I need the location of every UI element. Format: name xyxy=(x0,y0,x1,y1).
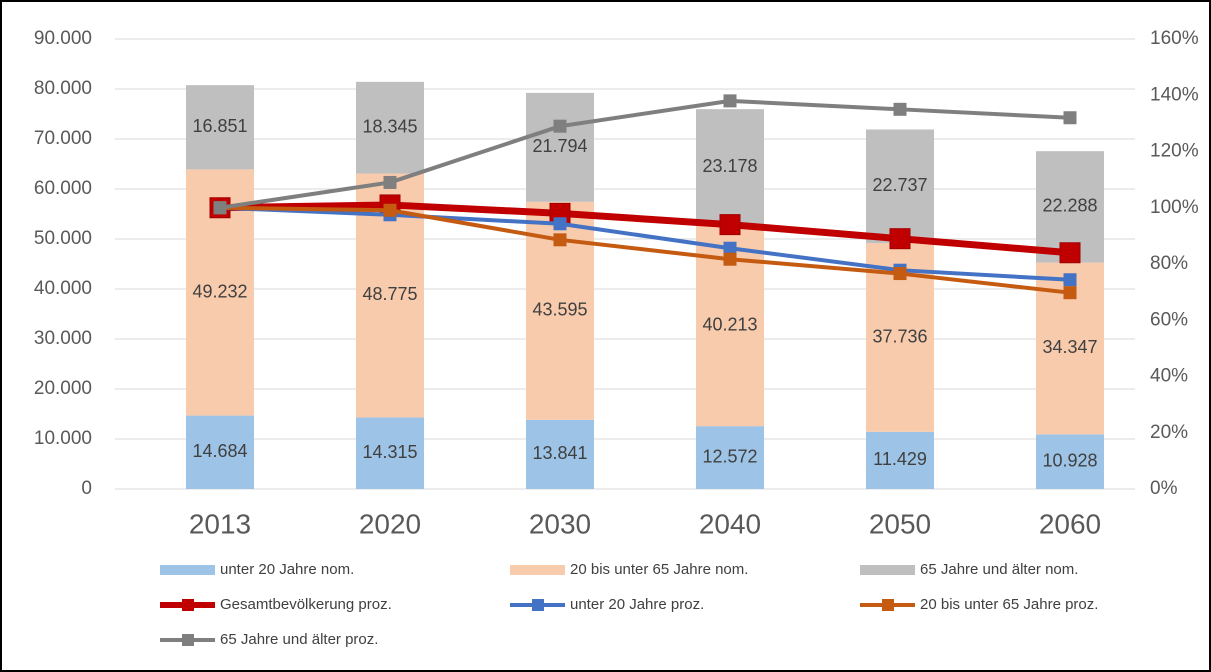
y2-tick-label: 20% xyxy=(1150,422,1188,443)
legend-label: unter 20 Jahre proz. xyxy=(570,596,704,613)
x-tick-label: 2040 xyxy=(699,508,761,539)
y-tick-label: 30.000 xyxy=(34,328,92,349)
y-tick-label: 70.000 xyxy=(34,128,92,149)
legend-label: 20 bis unter 65 Jahre nom. xyxy=(570,561,748,578)
legend-label: 20 bis unter 65 Jahre proz. xyxy=(920,596,1098,613)
line xyxy=(219,205,1071,282)
y-tick-label: 80.000 xyxy=(34,78,92,99)
legend-marker xyxy=(882,599,894,611)
y2-tick-label: 40% xyxy=(1150,366,1188,387)
y2-tick-label: 140% xyxy=(1150,84,1199,105)
bar-segment xyxy=(186,415,254,489)
value-label: 22.288 xyxy=(1042,196,1097,216)
line-marker xyxy=(553,233,567,247)
line-marker xyxy=(553,119,567,133)
legend-swatch xyxy=(510,565,565,575)
line-marker xyxy=(1063,286,1077,300)
value-label: 18.345 xyxy=(362,116,417,136)
y-tick-label: 0 xyxy=(81,478,92,499)
y2-tick-label: 60% xyxy=(1150,309,1188,330)
y-tick-label: 60.000 xyxy=(34,178,92,199)
legend-label: 65 Jahre und älter nom. xyxy=(920,561,1078,578)
x-tick-label: 2020 xyxy=(359,508,421,539)
value-label: 11.429 xyxy=(873,449,927,469)
line-marker xyxy=(213,201,227,215)
value-label: 21.794 xyxy=(532,136,587,156)
value-label: 10.928 xyxy=(1042,450,1097,470)
line xyxy=(219,98,1071,210)
y-tick-label: 90.000 xyxy=(34,28,92,49)
value-label: 34.347 xyxy=(1042,337,1097,357)
value-label: 14.684 xyxy=(192,441,247,461)
value-label: 40.213 xyxy=(702,314,757,334)
legend-marker xyxy=(182,599,194,611)
value-label: 49.232 xyxy=(192,281,247,301)
line-marker xyxy=(893,102,907,116)
y-tick-label: 10.000 xyxy=(34,428,92,449)
bar-segment xyxy=(696,109,764,226)
line-marker xyxy=(553,217,567,231)
y-tick-label: 50.000 xyxy=(34,228,92,249)
bar-segment xyxy=(186,85,254,170)
bar-segment xyxy=(526,419,594,489)
legend-swatch xyxy=(860,565,915,575)
bar-segment xyxy=(866,129,934,244)
line-marker xyxy=(1063,111,1077,125)
line-marker xyxy=(723,94,737,108)
legend-swatch xyxy=(160,565,215,575)
legend-marker xyxy=(182,634,194,646)
bar-segment xyxy=(866,431,934,489)
y2-tick-label: 120% xyxy=(1150,141,1199,162)
value-label: 22.737 xyxy=(872,175,927,195)
value-label: 14.315 xyxy=(362,442,417,462)
legend-marker xyxy=(532,599,544,611)
bar-segment xyxy=(696,426,764,489)
value-label: 48.775 xyxy=(362,284,417,304)
value-label: 16.851 xyxy=(192,116,247,136)
x-tick-label: 2060 xyxy=(1039,508,1101,539)
line-marker xyxy=(723,241,737,255)
line-marker xyxy=(383,175,397,189)
line-marker xyxy=(723,252,737,266)
line-marker xyxy=(719,214,741,236)
line-marker xyxy=(1063,273,1077,287)
line-marker xyxy=(889,228,911,250)
line-marker xyxy=(893,267,907,281)
bar-segment xyxy=(1036,434,1104,489)
x-tick-label: 2030 xyxy=(529,508,591,539)
y2-tick-label: 100% xyxy=(1150,197,1199,218)
line xyxy=(219,205,1071,295)
y-tick-label: 40.000 xyxy=(34,278,92,299)
legend-label: Gesamtbevölkerung proz. xyxy=(220,596,392,613)
y2-tick-label: 80% xyxy=(1150,253,1188,274)
line-marker xyxy=(383,203,397,217)
value-label: 23.178 xyxy=(702,156,757,176)
legend-label: 65 Jahre und älter proz. xyxy=(220,631,378,648)
y-tick-label: 20.000 xyxy=(34,378,92,399)
x-tick-label: 2013 xyxy=(189,508,251,539)
x-tick-label: 2050 xyxy=(869,508,931,539)
value-label: 37.736 xyxy=(872,326,927,346)
line-marker xyxy=(1059,242,1081,264)
legend-label: unter 20 Jahre nom. xyxy=(220,561,354,578)
value-label: 12.572 xyxy=(702,446,757,466)
bar-segment xyxy=(526,92,594,202)
bar-segment xyxy=(356,417,424,489)
line xyxy=(219,201,1071,257)
bar-segment xyxy=(356,81,424,174)
value-label: 43.595 xyxy=(532,300,587,320)
y2-tick-label: 0% xyxy=(1150,478,1178,499)
y2-tick-label: 160% xyxy=(1150,28,1199,49)
value-label: 13.841 xyxy=(532,443,587,463)
